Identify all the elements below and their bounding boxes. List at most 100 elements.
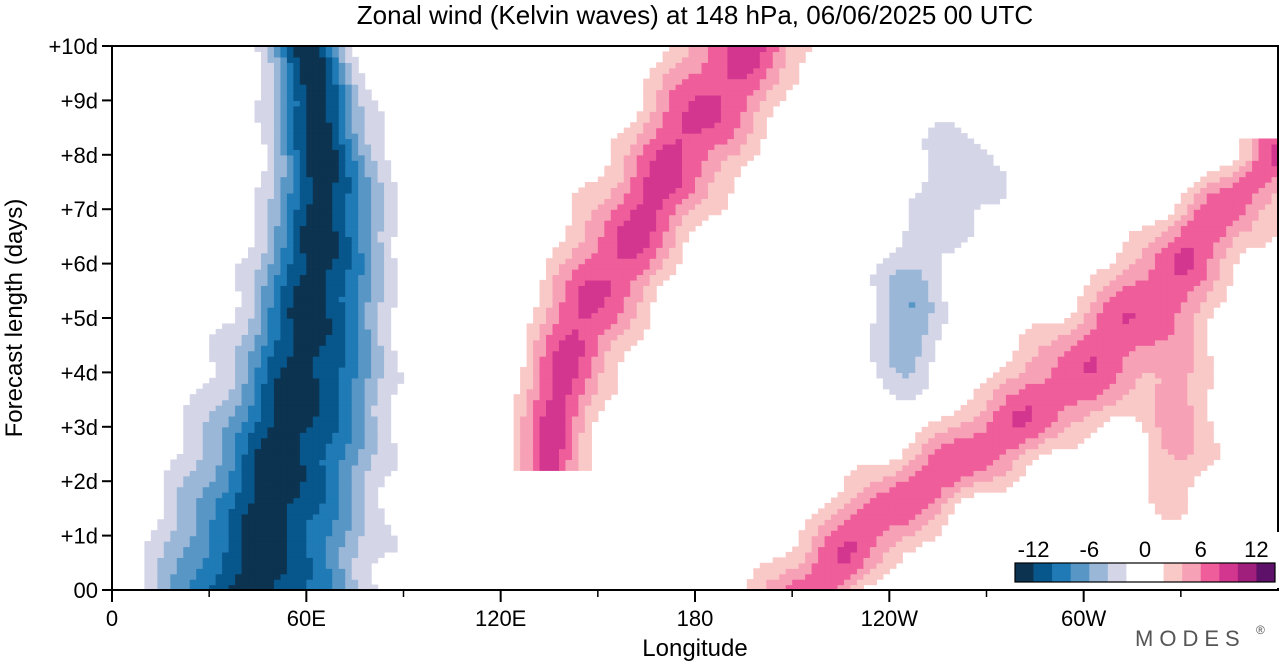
contour-cell xyxy=(539,372,547,379)
contour-cell xyxy=(222,459,230,466)
contour-cell xyxy=(235,584,243,591)
contour-cell xyxy=(584,388,592,395)
contour-cell xyxy=(241,279,249,286)
contour-cell xyxy=(1148,443,1156,450)
contour-cell xyxy=(1005,426,1014,433)
contour-cell xyxy=(306,443,314,450)
contour-cell xyxy=(1077,318,1085,325)
contour-cell xyxy=(170,519,178,526)
contour-cell xyxy=(1187,437,1195,444)
contour-cell xyxy=(973,432,981,439)
contour-cell xyxy=(267,579,275,586)
contour-cell xyxy=(371,459,379,466)
contour-cell xyxy=(280,551,288,558)
contour-cell xyxy=(876,285,884,292)
contour-cell xyxy=(792,573,800,580)
contour-cell xyxy=(578,258,586,265)
contour-cell xyxy=(319,475,327,482)
contour-cell xyxy=(1129,377,1137,384)
contour-cell xyxy=(377,220,385,227)
contour-cell xyxy=(591,230,599,237)
contour-cell xyxy=(377,323,385,330)
contour-cell xyxy=(1031,372,1039,379)
contour-cell xyxy=(1174,464,1182,471)
contour-cell xyxy=(921,481,929,488)
contour-cell xyxy=(345,405,353,412)
contour-cell xyxy=(293,263,301,270)
contour-cell xyxy=(584,220,592,227)
contour-cell xyxy=(908,345,916,352)
contour-cell xyxy=(584,464,592,471)
contour-cell xyxy=(345,546,353,553)
contour-cell xyxy=(837,492,845,499)
contour-cell xyxy=(882,502,890,509)
contour-cell xyxy=(565,258,573,265)
contour-cell xyxy=(1154,459,1162,466)
contour-cell xyxy=(1265,236,1273,243)
contour-cell xyxy=(1031,454,1039,461)
contour-cell xyxy=(876,323,884,330)
contour-cell xyxy=(1005,394,1014,401)
contour-cell xyxy=(286,541,294,548)
contour-cell xyxy=(222,486,230,493)
contour-cell xyxy=(1103,296,1111,303)
contour-cell xyxy=(772,584,780,591)
contour-cell xyxy=(565,350,573,357)
contour-cell xyxy=(1141,269,1150,276)
contour-cell xyxy=(954,448,962,455)
contour-cell xyxy=(371,296,379,303)
contour-cell xyxy=(157,546,165,553)
contour-cell xyxy=(390,448,398,455)
contour-cell xyxy=(578,459,586,466)
contour-cell xyxy=(1213,241,1221,248)
contour-cell xyxy=(241,448,249,455)
contour-cell xyxy=(286,546,294,553)
contour-cell xyxy=(1025,421,1033,428)
contour-cell xyxy=(1193,448,1201,455)
contour-cell xyxy=(1064,410,1072,417)
contour-cell xyxy=(1180,269,1188,276)
contour-cell xyxy=(358,241,366,248)
contour-cell xyxy=(325,323,333,330)
contour-cell xyxy=(254,519,262,526)
contour-cell xyxy=(312,497,320,504)
contour-cell xyxy=(604,290,612,297)
contour-cell xyxy=(928,214,936,221)
contour-cell xyxy=(1161,334,1169,341)
contour-cell xyxy=(623,296,631,303)
contour-cell xyxy=(895,530,903,537)
contour-cell xyxy=(610,356,618,363)
contour-cell xyxy=(1038,388,1046,395)
contour-cell xyxy=(649,296,657,303)
contour-cell xyxy=(1031,328,1039,335)
contour-cell xyxy=(312,301,320,308)
contour-cell xyxy=(546,318,554,325)
contour-cell xyxy=(1161,345,1169,352)
contour-cell xyxy=(1083,399,1091,406)
contour-cell xyxy=(319,339,327,346)
contour-cell xyxy=(170,508,178,515)
contour-cell xyxy=(280,470,288,477)
contour-cell xyxy=(565,377,573,384)
contour-cell xyxy=(338,497,346,504)
contour-cell xyxy=(869,328,877,335)
contour-cell xyxy=(824,530,832,537)
contour-cell xyxy=(364,220,372,227)
contour-cell xyxy=(299,383,307,390)
contour-cell xyxy=(1096,290,1104,297)
contour-cell xyxy=(1174,502,1182,509)
contour-cell xyxy=(1141,345,1150,352)
contour-cell xyxy=(364,334,372,341)
contour-cell xyxy=(241,312,249,319)
contour-cell xyxy=(1154,350,1162,357)
contour-cell xyxy=(1141,312,1150,319)
contour-cell xyxy=(876,312,884,319)
contour-cell xyxy=(1051,345,1059,352)
contour-cell xyxy=(1083,339,1091,346)
contour-cell xyxy=(610,279,618,286)
contour-cell xyxy=(202,475,210,482)
contour-cell xyxy=(526,323,534,330)
contour-cell xyxy=(371,377,379,384)
contour-cell xyxy=(843,524,852,531)
contour-cell xyxy=(248,470,256,477)
